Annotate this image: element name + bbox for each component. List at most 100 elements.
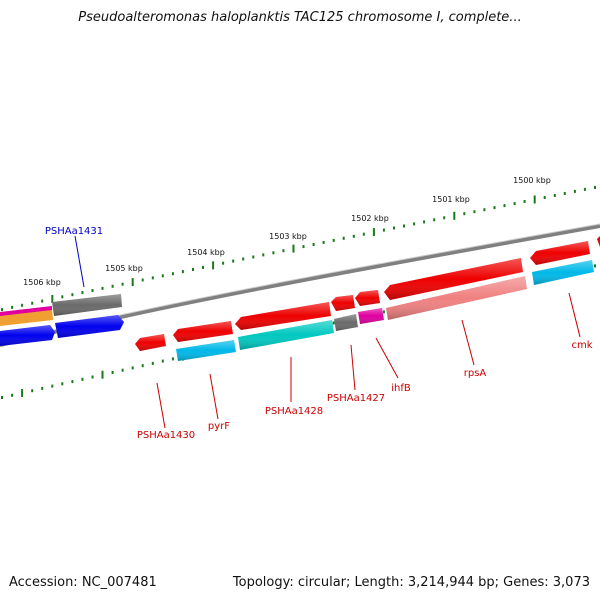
minor-tick (61, 295, 64, 299)
minor-tick (322, 240, 325, 244)
major-tick (453, 211, 456, 220)
leader-ihfB (375, 337, 399, 379)
minor-tick (141, 278, 144, 282)
minor-tick (282, 249, 285, 253)
leader-PSHAa1431 (74, 235, 85, 288)
minor-tick (493, 206, 496, 210)
gene-label-PSHAa1428[interactable]: PSHAa1428 (265, 406, 323, 417)
minor-tick (382, 228, 385, 232)
minor-tick (71, 380, 74, 384)
minor-tick (503, 204, 506, 208)
accession-text: Accession: NC_007481 (9, 575, 157, 590)
minor-tick (41, 299, 44, 303)
minor-tick (342, 236, 345, 240)
minor-tick (31, 301, 34, 305)
minor-tick (433, 218, 436, 222)
minor-tick (553, 194, 556, 197)
minor-tick (423, 220, 426, 224)
tick-label-1506: 1506 kbp (23, 278, 61, 287)
leader-rpsA (461, 319, 475, 366)
minor-tick (81, 291, 84, 295)
tick-label-1504: 1504 kbp (187, 248, 225, 257)
tick-label-1500: 1500 kbp (513, 176, 551, 185)
minor-tick (192, 268, 194, 271)
minor-tick (91, 375, 94, 379)
leader-PSHAa1427 (350, 344, 356, 391)
minor-tick (11, 393, 14, 397)
gene-PSHAa1431-region[interactable] (0, 294, 122, 326)
gene-label-pyrF[interactable]: pyrF (208, 421, 230, 432)
minor-tick (51, 384, 54, 388)
outer-tick-ring (1, 185, 596, 312)
major-tick (21, 389, 24, 397)
major-tick (101, 370, 104, 379)
minor-tick (41, 386, 44, 390)
minor-tick (483, 208, 486, 212)
map-title: Pseudoalteromonas haloplanktis TAC125 ch… (78, 10, 522, 25)
gene-arrow-edge[interactable] (597, 236, 600, 247)
major-tick (51, 295, 54, 303)
gene-label-PSHAa1427[interactable]: PSHAa1427 (327, 393, 385, 404)
gene-label-cmk[interactable]: cmk (571, 340, 592, 351)
gene-arrow-gray-left-shade (52, 294, 122, 316)
minor-tick (443, 216, 446, 220)
minor-tick (171, 272, 174, 276)
leader-pyrF (209, 373, 219, 420)
gene-arrow-magenta-strip (0, 306, 52, 316)
minor-tick (1, 396, 3, 399)
major-tick (292, 244, 295, 253)
minor-tick (1, 308, 3, 312)
leader-PSHAa1430 (156, 382, 166, 429)
minor-tick (332, 238, 335, 242)
minor-tick (171, 357, 174, 361)
leader-cmk (568, 292, 581, 338)
minor-tick (181, 270, 184, 274)
minor-tick (583, 187, 586, 191)
minor-tick (312, 243, 315, 246)
minor-tick (91, 289, 94, 292)
minor-tick (232, 259, 235, 263)
minor-tick (594, 264, 596, 268)
minor-tick (573, 189, 576, 193)
minor-tick (161, 359, 164, 363)
minor-tick (252, 255, 255, 259)
major-tick (131, 278, 134, 287)
major-tick (533, 195, 536, 204)
tick-label-1502: 1502 kbp (351, 214, 389, 223)
minor-tick (222, 261, 225, 265)
gene-arrow-blue-2-shade (55, 315, 124, 338)
minor-tick (101, 286, 104, 290)
minor-tick (121, 282, 124, 286)
minor-tick (131, 366, 134, 370)
minor-tick (393, 226, 395, 230)
minor-tick (413, 222, 416, 226)
reverse-gene-shading (135, 241, 590, 351)
minor-tick (403, 224, 405, 228)
topology-text: Topology: circular; Length: 3,214,944 bp… (232, 575, 590, 590)
tick-label-1501: 1501 kbp (432, 195, 470, 204)
gene-arrow-blue-1-shade (0, 325, 55, 346)
minor-tick (362, 232, 365, 236)
minor-tick (151, 361, 154, 365)
minor-tick (302, 245, 305, 249)
gene-label-PSHAa1430[interactable]: PSHAa1430 (137, 430, 195, 441)
minor-tick (121, 368, 124, 372)
minor-tick (463, 212, 466, 216)
minor-tick (382, 310, 385, 314)
gene-label-PSHAa1431[interactable]: PSHAa1431 (45, 226, 103, 237)
minor-tick (61, 382, 64, 386)
minor-tick (161, 274, 164, 278)
minor-tick (594, 185, 596, 189)
minor-tick (71, 293, 74, 297)
minor-tick (141, 364, 144, 368)
minor-tick (352, 234, 355, 238)
minor-tick (151, 276, 154, 280)
minor-tick (262, 253, 265, 257)
gene-label-rpsA[interactable]: rpsA (464, 368, 487, 379)
minor-tick (332, 321, 335, 325)
minor-tick (21, 303, 24, 307)
gene-label-ihfB[interactable]: ihfB (391, 383, 411, 394)
tick-label-1505: 1505 kbp (105, 264, 143, 273)
minor-tick (513, 202, 516, 206)
